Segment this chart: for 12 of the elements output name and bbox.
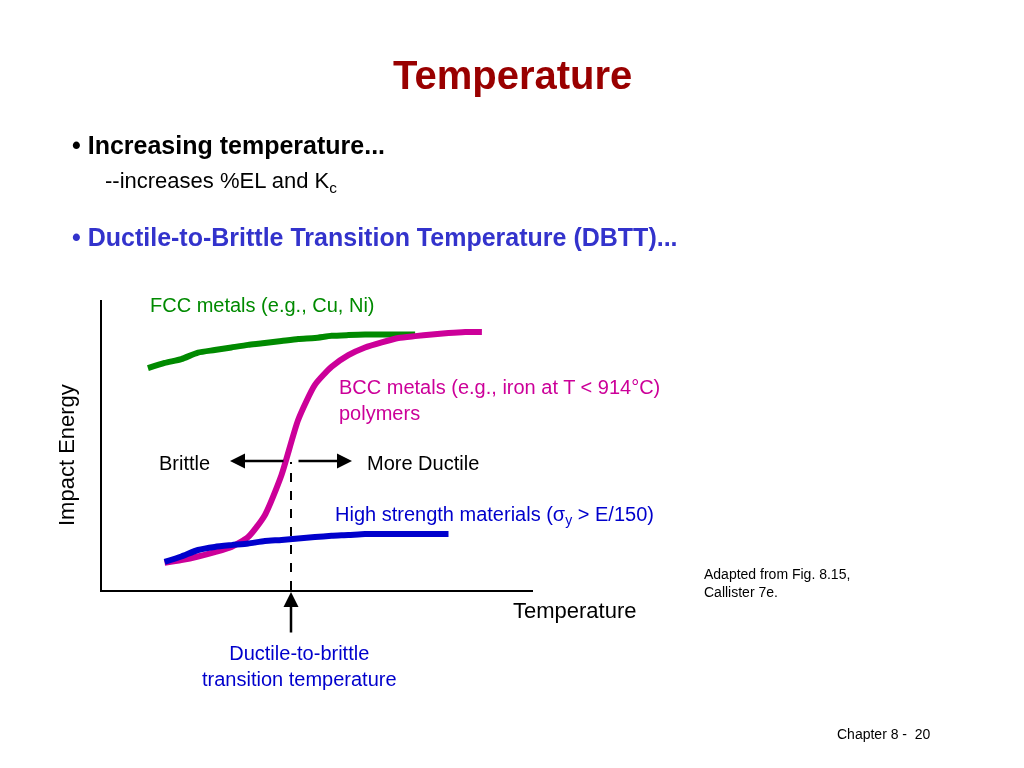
text: • Increasing temperature... --increases %EL and K$_{c}$ • Ductile-to-Brittle Transition Temperature (DBTT)... xyxy=(72,131,678,251)
series-label: BCC metals (e.g., iron at T < 914°C) polymers xyxy=(339,376,661,424)
text: Adapted from Fig. 8.15, Callister 7e. xyxy=(704,566,851,601)
series-label: FCC metals (e.g., Cu, Ni) xyxy=(150,294,375,316)
text: Ductile-to-brittle transition temperature xyxy=(202,642,397,690)
annotation: Brittle xyxy=(159,452,211,474)
series-label: High strength materials (σ$_{y}$ > E/150) xyxy=(335,503,654,529)
text: Chapter 8 - 20 xyxy=(837,726,931,742)
chart-title: Temperature xyxy=(393,53,633,97)
annotation: More Ductile xyxy=(367,452,480,474)
x-axis-title: Temperature xyxy=(513,598,637,623)
y-axis-title: Impact Energy xyxy=(54,384,79,526)
